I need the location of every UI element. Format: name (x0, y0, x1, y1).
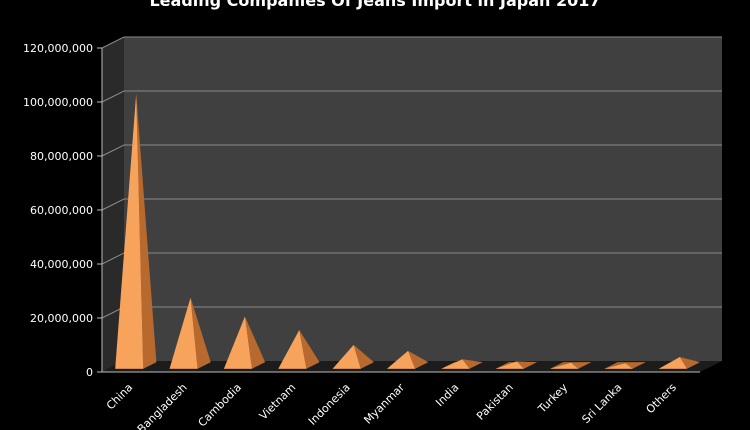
bar-front-face (658, 357, 687, 369)
bar-front-face (387, 350, 415, 369)
y-tick-label: 80,000,000 (30, 150, 93, 163)
bar-front-face (278, 330, 307, 369)
bar-side-face (516, 361, 537, 369)
bar-side-face (353, 344, 374, 369)
y-tick-label: 120,000,000 (23, 42, 93, 55)
gridline (101, 36, 722, 49)
x-tick-label: Vietnam (257, 381, 299, 423)
x-tick-label: Pakistan (474, 381, 516, 423)
x-tick-label: Bangladesh (135, 381, 190, 430)
chart-title: Leading Companies Of Jeans Import in Jap… (149, 0, 601, 10)
x-tick-label: Cambodia (195, 381, 244, 430)
gridlines (101, 36, 722, 319)
bar-vietnam (278, 330, 320, 369)
x-tick-label: Sri Lanka (579, 381, 624, 426)
x-tick-label: Myanmar (361, 381, 407, 427)
gridline (101, 198, 722, 211)
y-tick-label: 20,000,000 (30, 312, 93, 325)
y-tick-label: 40,000,000 (30, 258, 93, 271)
bar-side-face (299, 330, 320, 369)
x-tick-label: Turkey (535, 381, 571, 417)
bar-front-face (332, 344, 361, 369)
x-tick-label: Others (644, 381, 680, 417)
bar-pakistan (495, 361, 537, 369)
bar-side-face (571, 362, 592, 369)
bar-side-face (462, 359, 483, 369)
bar-front-face (604, 363, 633, 369)
y-tick-label: 100,000,000 (23, 96, 93, 109)
bar-china (115, 93, 157, 369)
bar-front-face (495, 361, 524, 369)
bars (115, 93, 701, 369)
bar-front-face (223, 316, 252, 369)
bar-myanmar (387, 350, 429, 369)
bar-front-face (115, 93, 144, 369)
bar-side-face (679, 357, 701, 369)
gridline (101, 144, 722, 157)
bar-bangladesh (169, 297, 211, 369)
gridline (101, 90, 722, 103)
bar-cambodia (223, 316, 266, 369)
gridline (101, 252, 722, 265)
bar-side-face (244, 316, 266, 369)
x-tick-label: Indonesia (306, 381, 353, 428)
bar-side-face (625, 362, 646, 369)
bar-indonesia (332, 344, 374, 369)
bar-sri-lanka (604, 362, 646, 369)
bar-front-face (169, 297, 198, 369)
x-tick-label: India (433, 381, 461, 409)
x-tick-label: China (104, 381, 135, 412)
x-axis-ticks: China Bangladesh Cambodia Vietnam Indonesia M… (102, 371, 700, 430)
y-tick-label: 0 (86, 366, 93, 379)
y-tick-label: 60,000,000 (30, 204, 93, 217)
y-axis-ticks: 0 20,000,000 40,000,000 60,000,000 80,000,00… (23, 42, 103, 379)
bar-others (658, 357, 701, 369)
bar-side-face (190, 297, 211, 369)
bar-india (441, 359, 483, 369)
bar-front-face (441, 359, 470, 369)
bar-side-face (408, 350, 429, 369)
bar-front-face (550, 362, 579, 369)
bar-side-face (136, 93, 157, 369)
bar-turkey (550, 362, 592, 369)
